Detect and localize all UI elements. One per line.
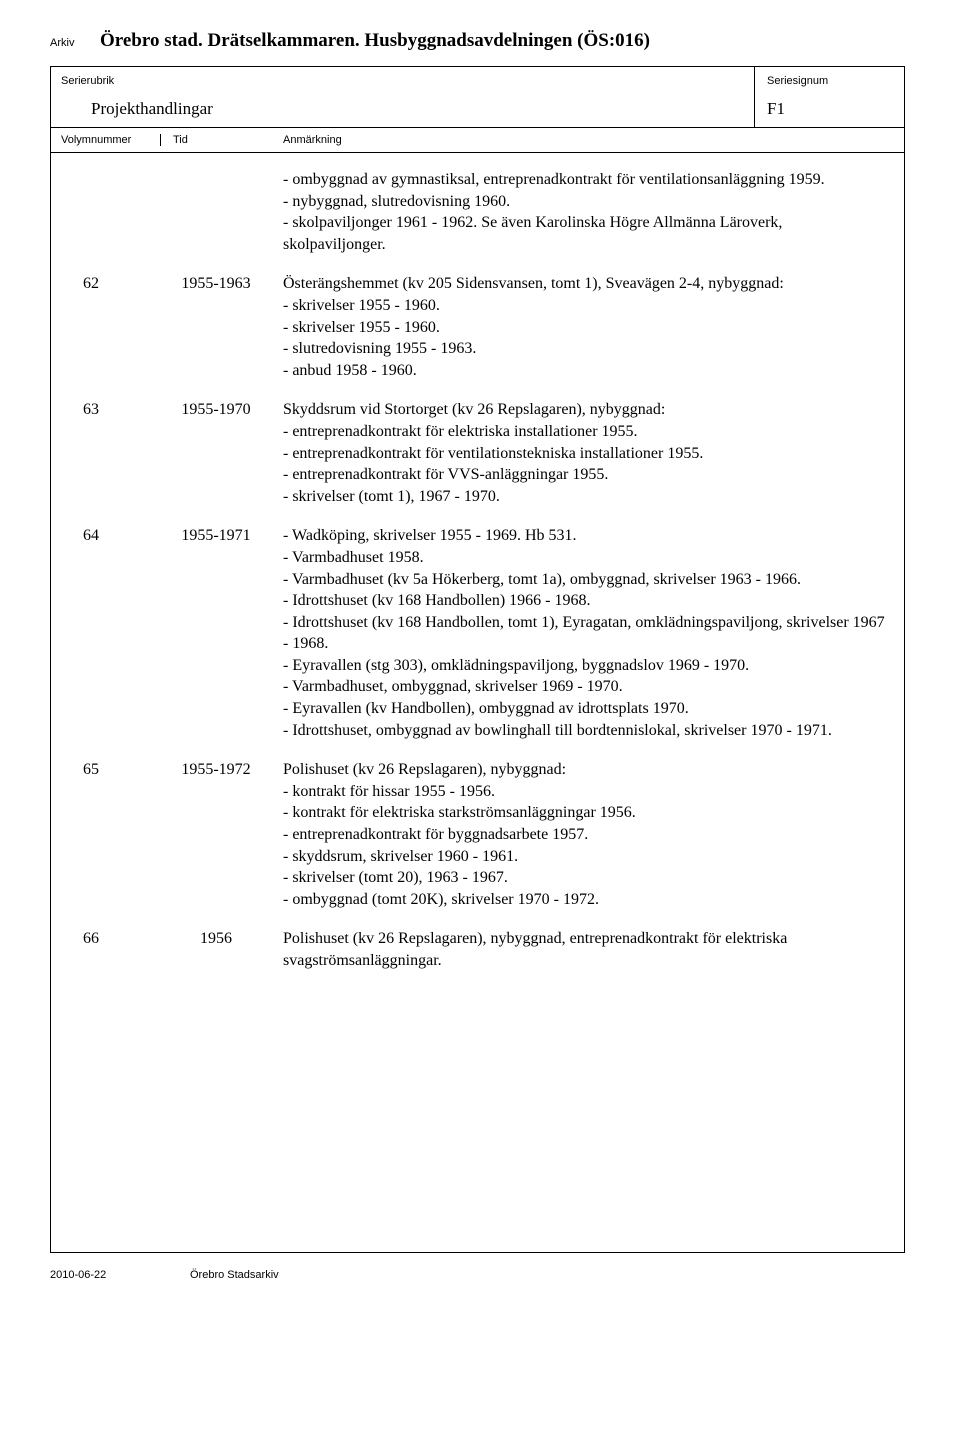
entry-tid: 1955-1971	[161, 525, 271, 741]
entry-anmarkning: - Wadköping, skrivelser 1955 - 1969. Hb …	[271, 525, 892, 741]
entry-tid	[161, 169, 271, 255]
entries-container: - ombyggnad av gymnastiksal, entreprenad…	[50, 153, 905, 1253]
arkiv-label: Arkiv	[50, 37, 100, 49]
col-header-anmarkning: Anmärkning	[271, 134, 904, 146]
entry-volymnummer: 66	[61, 928, 161, 971]
signum-value: F1	[767, 99, 894, 119]
seriesignum-label: Seriesignum	[767, 75, 894, 87]
entry-tid: 1955-1972	[161, 759, 271, 910]
meta-right: Seriesignum F1	[754, 67, 904, 127]
table-row: 641955-1971- Wadköping, skrivelser 1955 …	[51, 515, 904, 749]
entry-anmarkning: Polishuset (kv 26 Repslagaren), nybyggna…	[271, 928, 892, 971]
meta-box: Serierubrik Projekthandlingar Seriesignu…	[50, 66, 905, 128]
entry-volymnummer: 64	[61, 525, 161, 741]
entry-volymnummer	[61, 169, 161, 255]
table-row: 651955-1972Polishuset (kv 26 Repslagaren…	[51, 749, 904, 918]
col-header-tid: Tid	[161, 134, 271, 146]
entry-anmarkning: Polishuset (kv 26 Repslagaren), nybyggna…	[271, 759, 892, 910]
meta-left: Serierubrik Projekthandlingar	[51, 67, 754, 127]
table-row: - ombyggnad av gymnastiksal, entreprenad…	[51, 153, 904, 263]
entry-volymnummer: 62	[61, 273, 161, 381]
page-footer: 2010-06-22 Örebro Stadsarkiv	[50, 1253, 905, 1281]
page-header: Arkiv Örebro stad. Drätselkammaren. Husb…	[50, 30, 905, 52]
entry-tid: 1956	[161, 928, 271, 971]
table-row: 621955-1963Österängshemmet (kv 205 Siden…	[51, 263, 904, 389]
footer-date: 2010-06-22	[50, 1269, 160, 1281]
col-header-volymnummer: Volymnummer	[51, 134, 161, 146]
series-title: Projekthandlingar	[91, 99, 744, 119]
entry-anmarkning: - ombyggnad av gymnastiksal, entreprenad…	[271, 169, 892, 255]
serierubrik-label: Serierubrik	[61, 75, 744, 87]
footer-org: Örebro Stadsarkiv	[160, 1269, 279, 1281]
entry-volymnummer: 65	[61, 759, 161, 910]
entry-anmarkning: Österängshemmet (kv 205 Sidensvansen, to…	[271, 273, 892, 381]
entry-tid: 1955-1963	[161, 273, 271, 381]
entry-tid: 1955-1970	[161, 399, 271, 507]
archive-title: Örebro stad. Drätselkammaren. Husbyggnad…	[100, 30, 650, 52]
column-headers: Volymnummer Tid Anmärkning	[50, 128, 905, 153]
table-row: 631955-1970Skyddsrum vid Stortorget (kv …	[51, 389, 904, 515]
entry-volymnummer: 63	[61, 399, 161, 507]
entry-anmarkning: Skyddsrum vid Stortorget (kv 26 Repslaga…	[271, 399, 892, 507]
table-row: 661956Polishuset (kv 26 Repslagaren), ny…	[51, 918, 904, 979]
